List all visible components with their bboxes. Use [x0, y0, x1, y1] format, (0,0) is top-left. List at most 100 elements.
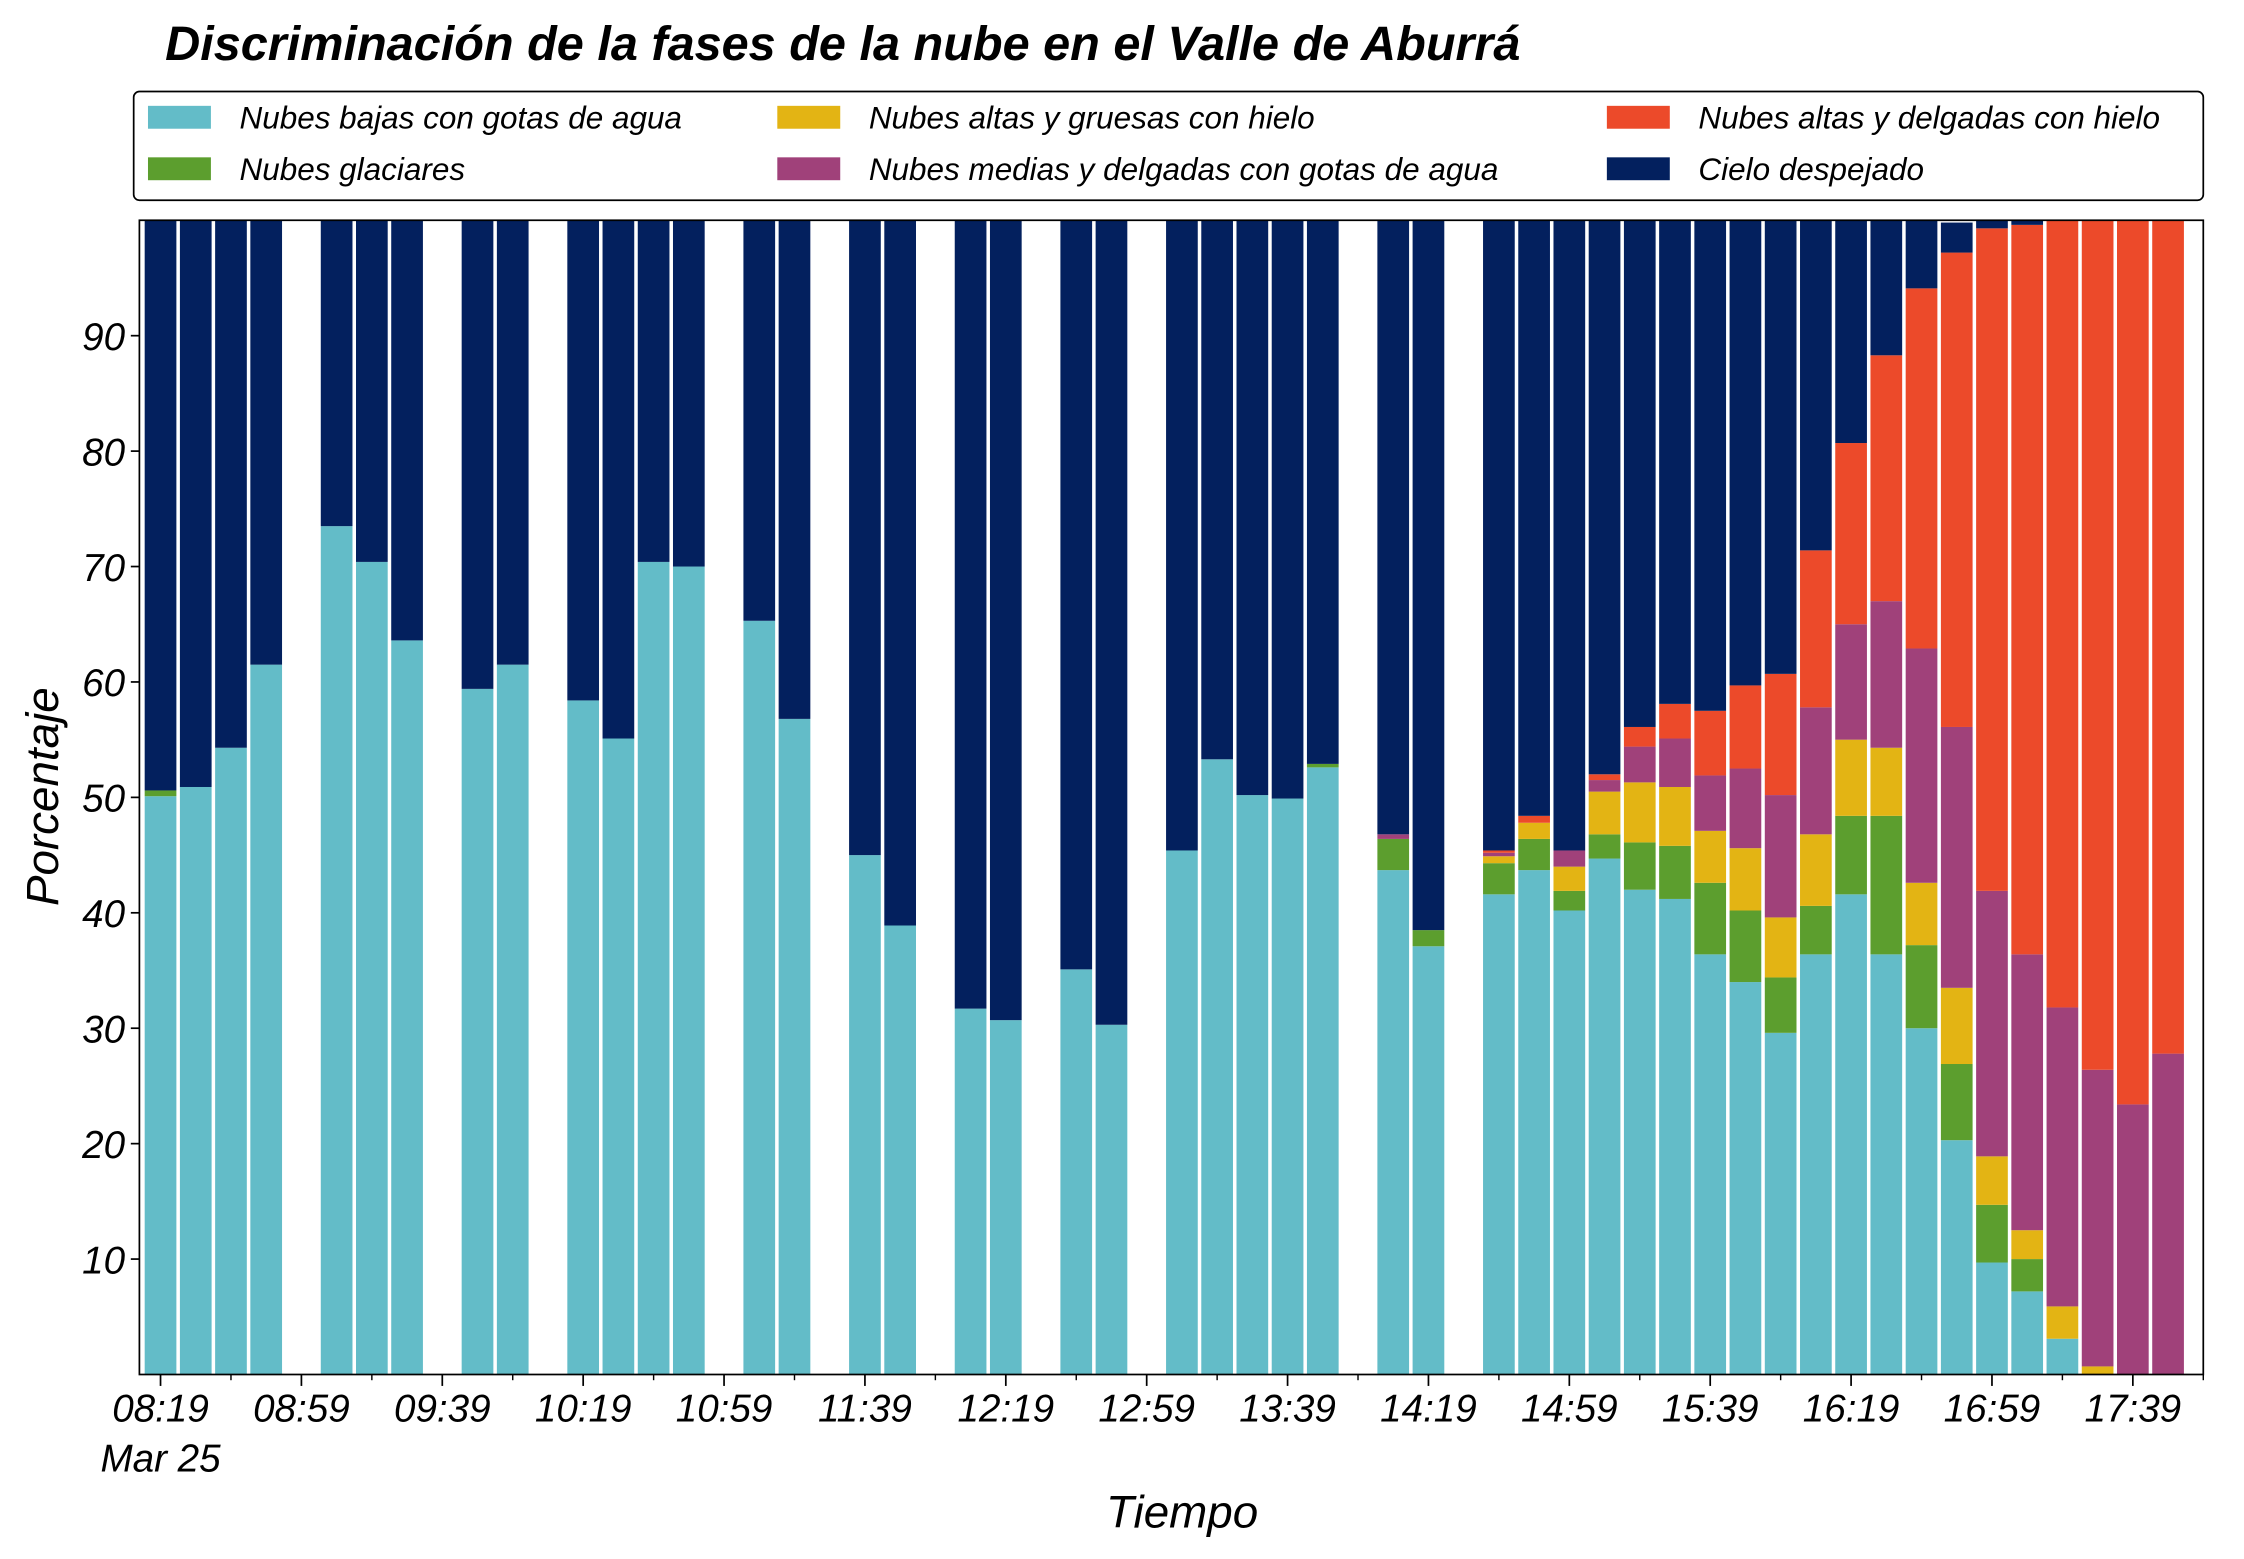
bar-segment	[1729, 685, 1762, 769]
bar-segment	[1800, 905, 1832, 955]
bar-segment	[1483, 856, 1515, 864]
bar-segment	[989, 1020, 1022, 1375]
bar-segment	[1764, 1032, 1797, 1375]
y-tick-label: 30	[82, 1009, 125, 1052]
x-tick-label: 14:59	[1521, 1388, 1618, 1431]
bar-segment	[1377, 838, 1410, 871]
bar-segment	[1623, 889, 1656, 1375]
bar-segment	[1905, 288, 1938, 649]
bar-segment	[1483, 852, 1515, 857]
bar-segment	[2081, 1069, 2114, 1367]
bar-segment	[1306, 767, 1339, 1375]
bar-segment	[849, 855, 881, 1375]
bar-segment	[1976, 228, 2008, 891]
legend-swatch	[1606, 105, 1670, 129]
bar-segment	[1870, 815, 1903, 955]
bar-segment	[1694, 220, 1727, 711]
bar-segment	[356, 561, 388, 1375]
bar-segment	[989, 220, 1022, 1021]
bar-segment	[2046, 1007, 2079, 1307]
bar-segment	[1976, 1204, 2008, 1263]
bar-segment	[320, 220, 353, 527]
y-tick-label: 60	[82, 662, 125, 705]
bar-segment	[567, 700, 600, 1375]
bar-segment	[2011, 224, 2044, 955]
y-tick-label: 90	[82, 316, 125, 359]
bar-segment	[496, 220, 529, 665]
x-tick-label: 09:39	[394, 1388, 491, 1431]
bar-segment	[1483, 850, 1515, 853]
bar-segment	[1271, 798, 1304, 1375]
x-tick-label: 10:19	[535, 1388, 632, 1431]
bar-segment	[2011, 1259, 2044, 1292]
bar-segment	[215, 220, 247, 748]
bar-segment	[1800, 550, 1832, 708]
x-tick-label: 13:39	[1239, 1388, 1336, 1431]
bar-segment	[1940, 1064, 1973, 1141]
bar-segment	[1483, 863, 1515, 895]
y-tick-label: 50	[82, 778, 125, 821]
bar-segment	[1940, 726, 1973, 988]
bar-segment	[1729, 220, 1762, 686]
bar-segment	[2152, 1053, 2184, 1375]
bar-segment	[1870, 601, 1903, 748]
bar-segment	[1588, 791, 1621, 835]
bar-segment	[778, 220, 811, 719]
bar-segment	[179, 786, 212, 1375]
bar-segment	[2081, 220, 2114, 1070]
bar-segment	[1729, 848, 1762, 911]
bar-segment	[602, 220, 635, 739]
x-tick-label: 12:59	[1098, 1388, 1195, 1431]
bar-segment	[179, 220, 212, 787]
bar-segment	[1412, 930, 1445, 947]
bar-segment	[391, 220, 423, 641]
bar-segment	[1835, 739, 1867, 816]
bar-segment	[1976, 1262, 2008, 1375]
x-tick-label: 08:59	[253, 1388, 350, 1431]
bar-segment	[1835, 443, 1867, 625]
bar-segment	[1940, 987, 1973, 1065]
bar-segment	[884, 925, 917, 1375]
legend-swatch	[777, 105, 841, 129]
bar-segment	[672, 220, 705, 567]
y-axis-label: Porcentaje	[17, 687, 68, 906]
bar-segment	[672, 566, 705, 1375]
bar-segment	[1060, 220, 1093, 970]
bar-segment	[1905, 648, 1938, 883]
bar-segment	[1870, 747, 1903, 816]
bar-segment	[1800, 954, 1832, 1375]
bar-segment	[250, 220, 283, 665]
bar-segment	[743, 620, 776, 1375]
bar-segment	[1976, 220, 2008, 229]
bar-segment	[1588, 858, 1621, 1375]
x-tick-label: 10:59	[676, 1388, 773, 1431]
legend-label: Nubes bajas con gotas de agua	[240, 101, 682, 136]
bar-segment	[1800, 220, 1832, 551]
legend-label: Cielo despejado	[1698, 152, 1924, 187]
bar-segment	[1976, 890, 2008, 1157]
bar-segment	[1623, 842, 1656, 890]
bar-segment	[1694, 775, 1727, 831]
bar-segment	[1518, 870, 1550, 1375]
bar-segment	[320, 526, 353, 1375]
bar-segment	[637, 220, 670, 562]
bar-segment	[602, 738, 635, 1375]
bar-segment	[1095, 220, 1128, 1025]
bar-segment	[1166, 850, 1198, 1375]
bar-segment	[1870, 954, 1903, 1375]
bar-segment	[1659, 786, 1691, 846]
bar-segment	[2116, 220, 2149, 1105]
legend-box	[132, 90, 2205, 202]
legend-label: Nubes altas y delgadas con hielo	[1698, 101, 2160, 136]
bar-segment	[1870, 355, 1903, 602]
bar-segment	[1271, 220, 1304, 799]
bar-segment	[215, 747, 247, 1375]
bar-segment	[1800, 834, 1832, 906]
legend-swatch	[1606, 157, 1670, 181]
bar-segment	[1659, 845, 1691, 899]
bar-segment	[461, 220, 494, 689]
bar-segment	[1623, 220, 1656, 727]
bar-segment	[250, 664, 283, 1375]
bar-segment	[2046, 1306, 2079, 1339]
x-tick-label: 12:19	[957, 1388, 1054, 1431]
